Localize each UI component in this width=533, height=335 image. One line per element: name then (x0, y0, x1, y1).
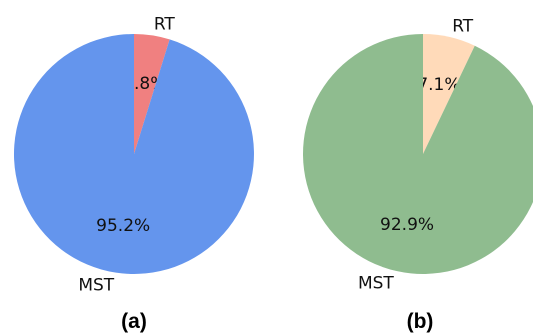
pie-slice-rt-b (423, 34, 475, 154)
panel-label-b: (b) (407, 310, 434, 333)
slice-name-label-mst-a: MST (78, 276, 114, 296)
pie-slice-mst-b (303, 34, 533, 274)
panel-label-a: (a) (121, 310, 147, 333)
percent-label-rt-b: 7.1% (417, 75, 460, 95)
slice-name-label-mst-b: MST (358, 274, 394, 294)
pie-slice-mst-a (13, 33, 254, 275)
slice-name-label-rt-b: RT (452, 16, 474, 36)
pie-slice-rt-a (134, 34, 170, 154)
slice-name-label-rt-a: RT (154, 15, 176, 35)
percent-label-mst-a: 95.2% (96, 216, 150, 236)
percent-label-mst-b: 92.9% (380, 215, 434, 235)
pie-chart-b: 7.1% RT 92.9% MST (303, 16, 533, 294)
